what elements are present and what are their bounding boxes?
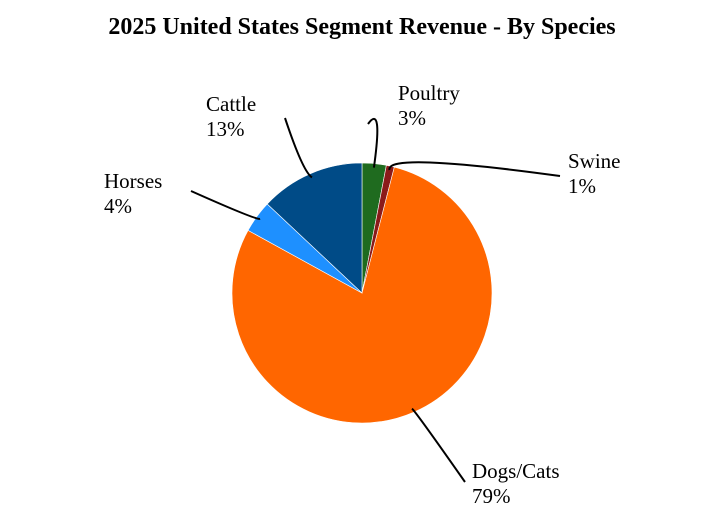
pie-slice-dogs-cats xyxy=(231,166,493,424)
slice-label-swine: Swine xyxy=(568,149,621,173)
leader-line-swine xyxy=(388,161,561,177)
slice-percent-dogs-cats: 79% xyxy=(472,484,511,508)
slice-percent-horses: 4% xyxy=(104,194,132,218)
leader-line-dogs-cats xyxy=(411,407,466,483)
slice-label-dogs-cats: Dogs/Cats xyxy=(472,459,560,483)
leader-line-poultry xyxy=(367,117,379,168)
slice-label-horses: Horses xyxy=(104,169,162,193)
slice-percent-cattle: 13% xyxy=(206,117,245,141)
leader-line-horses xyxy=(190,190,261,220)
slice-label-poultry: Poultry xyxy=(398,81,460,105)
slice-percent-swine: 1% xyxy=(568,174,596,198)
slice-percent-poultry: 3% xyxy=(398,106,426,130)
leader-line-cattle xyxy=(284,117,313,179)
slice-label-cattle: Cattle xyxy=(206,92,256,116)
chart-title: 2025 United States Segment Revenue - By … xyxy=(108,14,616,40)
pie-slice-cattle xyxy=(266,162,363,294)
